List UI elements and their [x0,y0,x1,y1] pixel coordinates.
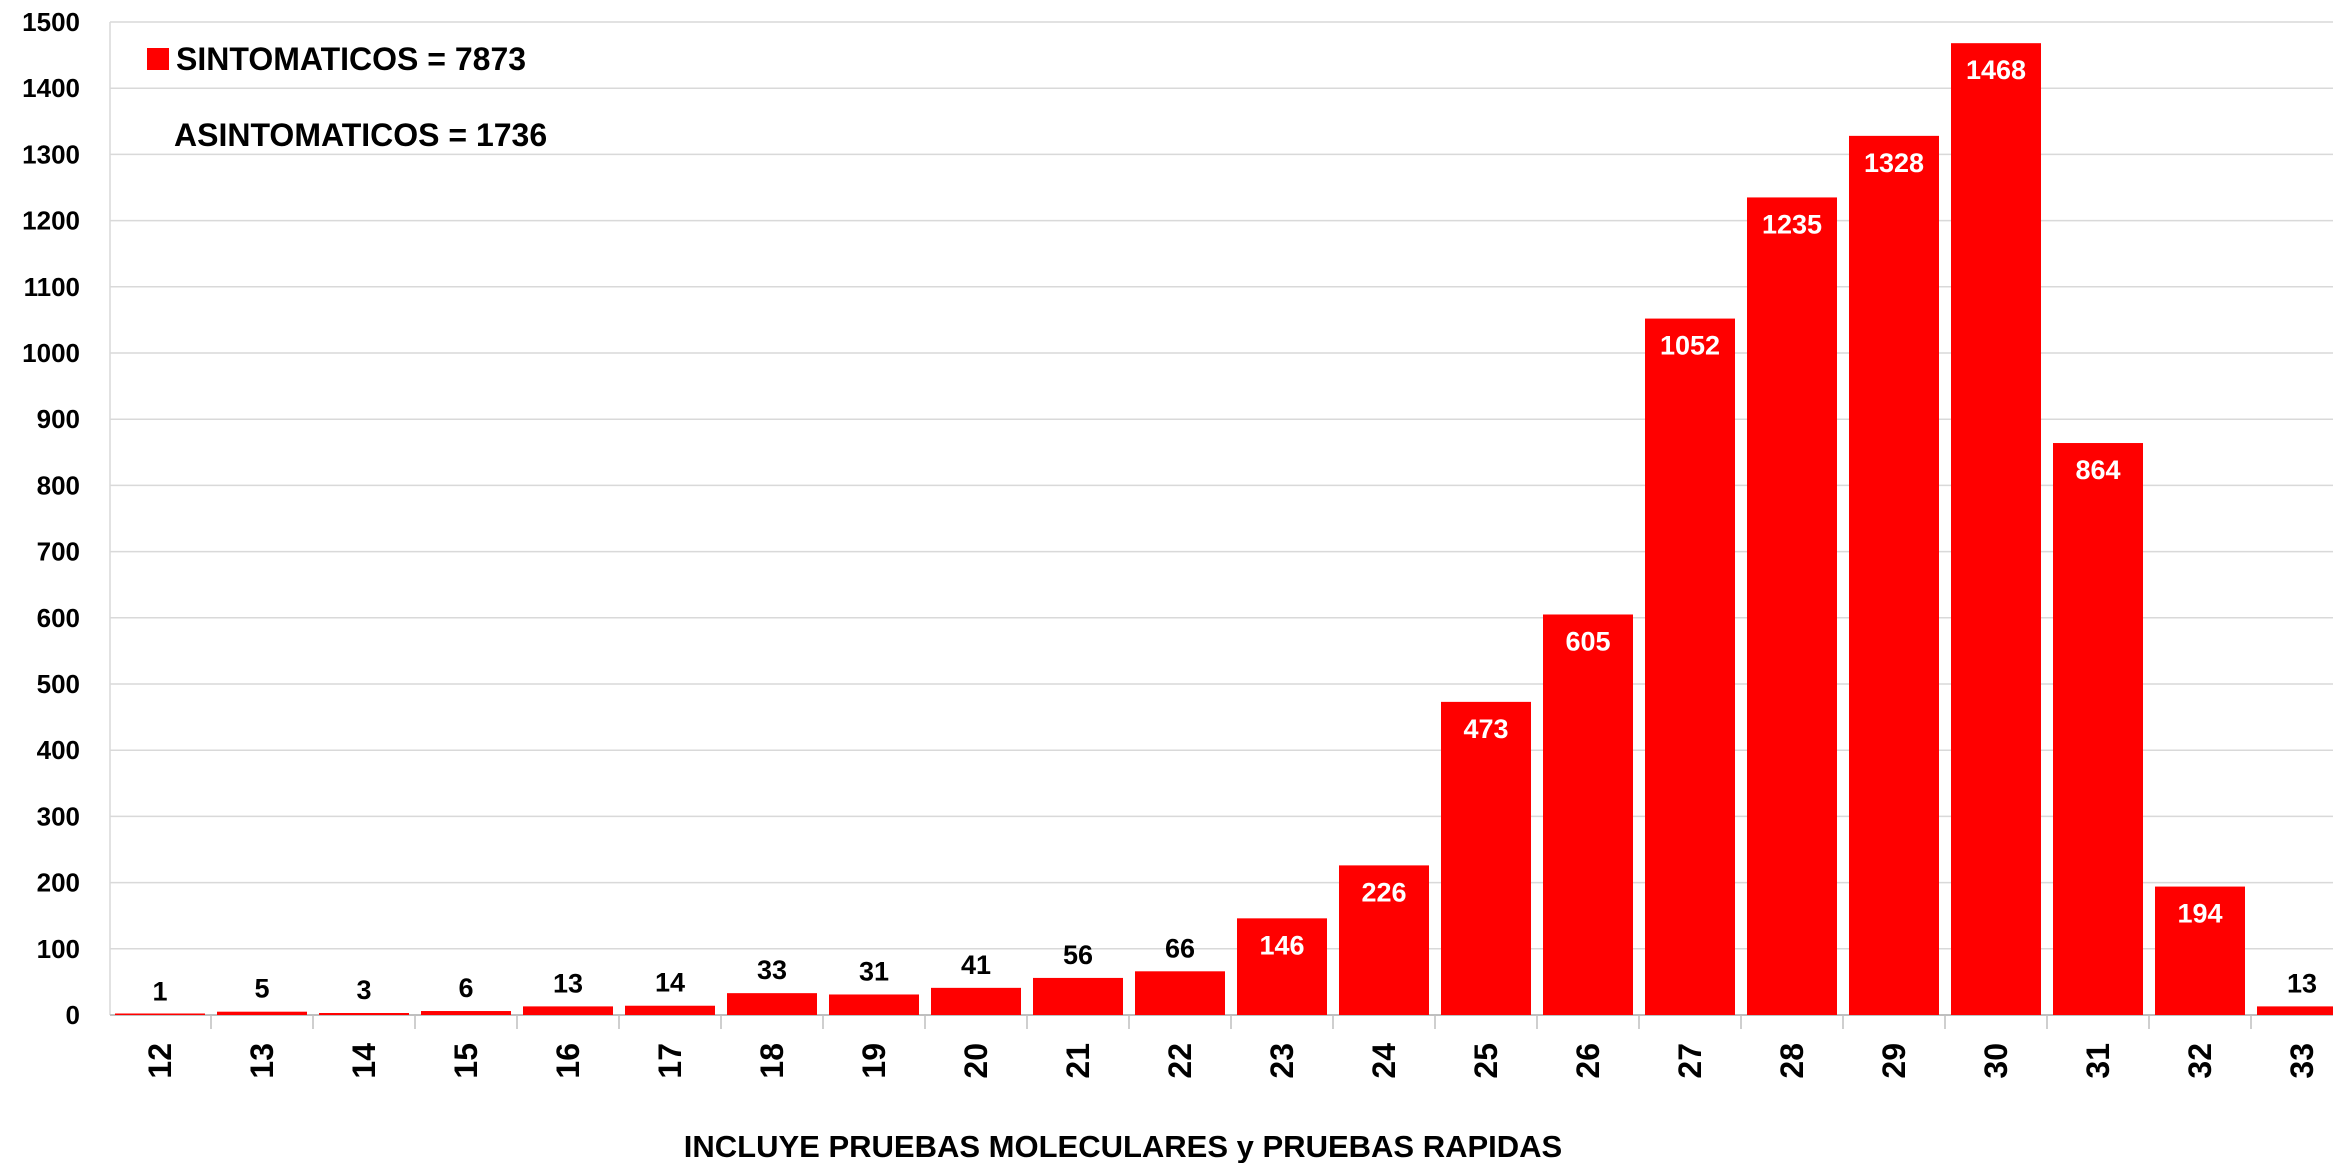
data-label: 1468 [1966,55,2026,85]
y-tick-label: 800 [37,470,80,500]
x-tick-label: 20 [958,1043,994,1079]
data-label: 864 [2075,455,2120,485]
data-label: 1 [152,976,167,1006]
data-label: 14 [655,968,685,998]
bars [115,43,2333,1016]
bar [1339,865,1429,1015]
x-tick-label: 27 [1672,1043,1708,1079]
data-labels: 1 5 3 6 13 14 33 31 41 56 66 146 226 473 605 1052 1235 13… [152,55,2317,1006]
data-label: 3 [356,975,371,1005]
bar [1747,197,1837,1015]
y-tick-label: 400 [37,735,80,765]
data-label: 605 [1565,626,1610,656]
x-tick-label: 31 [2080,1043,2116,1079]
bar [1645,318,1735,1015]
annotation-asintomaticos: ASINTOMATICOS = 1736 [174,117,547,153]
x-tick-label: 16 [550,1043,586,1079]
y-tick-label: 500 [37,669,80,699]
data-label: 473 [1463,714,1508,744]
data-label: 226 [1361,877,1406,907]
bar [217,1011,307,1015]
y-tick-label: 300 [37,801,80,831]
x-tick-label: 13 [244,1043,280,1079]
data-label: 41 [961,950,991,980]
x-axis-label: INCLUYE PRUEBAS MOLECULARES y PRUEBAS RA… [684,1129,1562,1163]
bar [1237,918,1327,1015]
bar [2053,443,2143,1016]
bar [115,1013,205,1015]
data-label: 6 [458,973,473,1003]
y-axis-ticks: 0 100 200 300 400 500 600 700 800 900 1000 1100 1200… [22,7,80,1030]
data-label: 1052 [1660,331,1720,361]
data-label: 33 [757,955,787,985]
y-tick-label: 700 [37,537,80,567]
y-tick-label: 1400 [22,73,80,103]
bar [523,1006,613,1015]
data-label: 194 [2177,899,2222,929]
data-label: 66 [1165,933,1195,963]
x-tick-label: 30 [1978,1043,2014,1079]
x-tick-label: 21 [1060,1043,1096,1079]
y-tick-label: 100 [37,934,80,964]
data-label: 1235 [1762,209,1822,239]
y-tick-label: 600 [37,603,80,633]
data-label: 146 [1259,930,1304,960]
data-label: 56 [1063,940,1093,970]
x-tick-label: 28 [1774,1043,1810,1079]
bar [931,987,1021,1015]
y-tick-label: 1500 [22,7,80,37]
x-tick-label: 14 [346,1043,382,1079]
bar [319,1013,409,1015]
y-tick-label: 1000 [22,338,80,368]
legend-swatch [147,48,169,70]
bar [1951,43,2041,1015]
bar [1033,977,1123,1015]
x-tick-label: 18 [754,1043,790,1079]
legend-label: SINTOMATICOS = 7873 [176,41,526,77]
x-tick-label: 22 [1162,1043,1198,1079]
x-tick-label: 17 [652,1043,688,1079]
legend: SINTOMATICOS = 7873 [147,41,526,77]
x-tick-label: 15 [448,1043,484,1079]
bar [1441,701,1531,1015]
x-tick-label: 19 [856,1043,892,1079]
x-tick-label: 24 [1366,1043,1402,1079]
bar [625,1005,715,1015]
bar [2155,886,2245,1015]
y-tick-label: 0 [66,1000,80,1030]
bar [1135,971,1225,1015]
y-tick-label: 200 [37,868,80,898]
y-tick-label: 1100 [24,272,80,302]
x-tick-label: 23 [1264,1043,1300,1079]
data-label: 5 [254,974,269,1004]
x-tick-label: 12 [142,1043,178,1079]
y-tick-label: 1300 [22,139,80,169]
x-tick-label: 26 [1570,1043,1606,1079]
x-tick-label: 33 [2284,1043,2320,1079]
x-tick-label: 25 [1468,1043,1504,1079]
data-label: 13 [553,968,583,998]
bar [1543,614,1633,1015]
bar [1849,135,1939,1015]
y-tick-label: 900 [37,404,80,434]
bar [2257,1006,2333,1015]
bar [727,993,817,1015]
x-tick-label: 29 [1876,1043,1912,1079]
x-tick-label: 32 [2182,1043,2218,1079]
bar [829,994,919,1015]
y-tick-label: 1200 [22,206,80,236]
bar [421,1011,511,1015]
data-label: 1328 [1864,148,1924,178]
data-label: 31 [859,956,889,986]
data-label: 13 [2287,968,2317,998]
x-axis-ticks: 12 13 14 15 16 17 18 19 20 21 22 23 24 25 26 27 28 29 30 31… [142,1015,2320,1079]
